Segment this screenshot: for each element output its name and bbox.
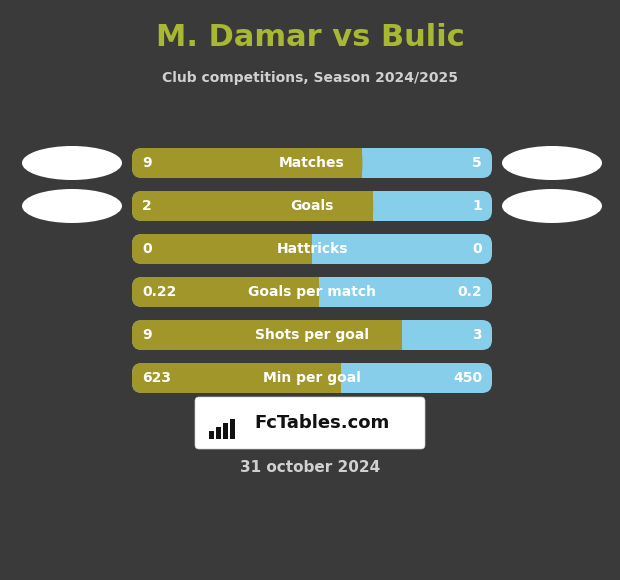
Text: 623: 623 bbox=[142, 371, 171, 385]
Text: Club competitions, Season 2024/2025: Club competitions, Season 2024/2025 bbox=[162, 71, 458, 85]
Bar bbox=[230, 419, 235, 439]
Text: 5: 5 bbox=[472, 156, 482, 170]
FancyBboxPatch shape bbox=[195, 397, 425, 449]
Text: 2: 2 bbox=[142, 199, 152, 213]
Text: Min per goal: Min per goal bbox=[263, 371, 361, 385]
Ellipse shape bbox=[502, 189, 602, 223]
Bar bbox=[392, 320, 402, 350]
Ellipse shape bbox=[502, 146, 602, 180]
Text: 0.2: 0.2 bbox=[458, 285, 482, 299]
Text: 9: 9 bbox=[142, 156, 152, 170]
Bar bbox=[309, 277, 319, 307]
Bar bbox=[352, 148, 363, 178]
Bar bbox=[302, 234, 312, 264]
FancyBboxPatch shape bbox=[132, 320, 402, 350]
Text: 450: 450 bbox=[453, 371, 482, 385]
Text: Goals per match: Goals per match bbox=[248, 285, 376, 299]
Ellipse shape bbox=[22, 189, 122, 223]
FancyBboxPatch shape bbox=[132, 234, 492, 264]
Text: 0: 0 bbox=[472, 242, 482, 256]
Bar bbox=[209, 431, 214, 439]
FancyBboxPatch shape bbox=[132, 234, 312, 264]
FancyBboxPatch shape bbox=[132, 320, 492, 350]
Text: 31 october 2024: 31 october 2024 bbox=[240, 461, 380, 476]
Bar bbox=[223, 423, 228, 439]
FancyBboxPatch shape bbox=[132, 277, 492, 307]
Text: 9: 9 bbox=[142, 328, 152, 342]
Text: 3: 3 bbox=[472, 328, 482, 342]
FancyBboxPatch shape bbox=[132, 363, 492, 393]
FancyBboxPatch shape bbox=[132, 191, 373, 221]
Text: 1: 1 bbox=[472, 199, 482, 213]
Text: Shots per goal: Shots per goal bbox=[255, 328, 369, 342]
FancyBboxPatch shape bbox=[132, 363, 341, 393]
Text: 0.22: 0.22 bbox=[142, 285, 176, 299]
Bar bbox=[216, 427, 221, 439]
FancyBboxPatch shape bbox=[132, 148, 363, 178]
Text: FcTables.com: FcTables.com bbox=[254, 414, 389, 432]
Ellipse shape bbox=[22, 146, 122, 180]
FancyBboxPatch shape bbox=[132, 277, 319, 307]
Bar bbox=[331, 363, 341, 393]
Text: M. Damar vs Bulic: M. Damar vs Bulic bbox=[156, 24, 464, 53]
Text: 0: 0 bbox=[142, 242, 152, 256]
Text: Hattricks: Hattricks bbox=[277, 242, 348, 256]
Text: Matches: Matches bbox=[279, 156, 345, 170]
Text: Goals: Goals bbox=[290, 199, 334, 213]
FancyBboxPatch shape bbox=[132, 148, 492, 178]
FancyBboxPatch shape bbox=[132, 191, 492, 221]
Bar bbox=[363, 191, 373, 221]
